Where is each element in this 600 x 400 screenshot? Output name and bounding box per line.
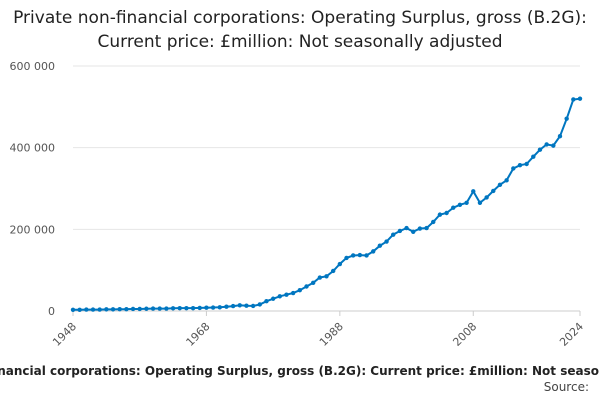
data-point: [377, 243, 383, 248]
data-point: [304, 284, 309, 289]
data-point: [404, 225, 409, 231]
data-point: [310, 280, 316, 286]
data-point: [464, 200, 469, 205]
data-point: [491, 188, 496, 194]
data-point: [577, 96, 583, 101]
data-point: [317, 275, 323, 280]
data-point: [110, 307, 116, 312]
data-point: [571, 97, 576, 102]
data-point: [277, 294, 283, 299]
data-point: [471, 189, 476, 194]
data-point: [124, 306, 129, 312]
data-point: [324, 274, 329, 279]
data-point: [511, 166, 516, 171]
data-point: [164, 306, 169, 311]
data-point: [197, 305, 202, 311]
data-point: [391, 232, 396, 237]
data-point: [297, 287, 303, 293]
data-point: [204, 305, 209, 310]
data-point: [130, 306, 136, 312]
data-point: [150, 306, 156, 311]
data-point: [104, 307, 109, 312]
data-point: [551, 143, 556, 148]
data-point: [431, 219, 436, 225]
y-tick-label: 600 000: [10, 60, 56, 73]
data-point: [370, 249, 376, 254]
data-point: [84, 307, 89, 312]
data-point: [424, 225, 429, 231]
x-tick-label: 1988: [317, 320, 346, 349]
data-point: [544, 142, 549, 147]
y-tick-label: 0: [48, 305, 55, 318]
data-point: [170, 306, 176, 311]
data-point: [337, 261, 343, 267]
data-point: [330, 268, 336, 274]
data-point: [144, 306, 149, 311]
data-point: [537, 147, 543, 152]
y-tick-label: 200 000: [10, 223, 56, 236]
data-point: [451, 205, 456, 210]
data-point: [524, 161, 529, 167]
data-point: [384, 239, 389, 244]
data-point: [190, 305, 196, 311]
y-tick-label: 400 000: [10, 142, 56, 155]
data-point: [230, 303, 236, 309]
footer-caption-clip: Private non-financial corporations: Oper…: [0, 360, 600, 382]
data-point: [224, 304, 229, 309]
data-point: [531, 154, 536, 159]
data-point: [564, 116, 569, 121]
data-point: [344, 255, 349, 261]
grid-layer: [73, 65, 580, 312]
data-point: [477, 200, 483, 205]
data-point: [437, 212, 443, 217]
data-point: [250, 303, 256, 309]
data-point: [237, 303, 242, 308]
data-point: [184, 305, 189, 311]
data-point: [497, 182, 503, 188]
data-point: [397, 228, 403, 234]
data-point: [457, 202, 463, 208]
data-point: [364, 253, 369, 258]
x-tick-label: 1968: [184, 320, 213, 349]
data-point: [417, 226, 423, 231]
data-point: [264, 299, 269, 304]
data-point: [117, 306, 122, 312]
data-point: [484, 195, 489, 200]
data-point: [97, 307, 102, 312]
data-point: [557, 134, 563, 139]
data-point: [90, 307, 96, 312]
data-point: [284, 292, 289, 297]
data-point: [244, 303, 249, 308]
y-axis-ticks: 0 200 000 400 000 600 000: [10, 60, 56, 318]
x-tick-label: 2024: [557, 320, 586, 349]
footer-source: Source:: [543, 380, 589, 394]
data-point: [411, 229, 416, 234]
data-point: [350, 253, 356, 258]
data-point: [444, 210, 449, 216]
data-point: [137, 306, 142, 312]
data-point: [357, 252, 363, 258]
x-axis-ticks: 1948 1968 1988 2008 2024: [50, 311, 586, 349]
x-tick-label: 2008: [450, 320, 479, 349]
series-layer: [70, 96, 583, 312]
data-point: [217, 305, 222, 310]
chart-title: Private non-financial corporations: Oper…: [13, 8, 587, 52]
x-tick-label: 1948: [50, 320, 79, 349]
data-point: [177, 305, 182, 311]
data-point: [157, 306, 162, 311]
data-point: [504, 178, 509, 183]
data-point: [77, 307, 82, 312]
data-point: [257, 302, 262, 307]
data-point: [290, 290, 296, 296]
data-point: [70, 307, 76, 312]
data-point: [210, 305, 216, 310]
footer-caption: Private non-financial corporations: Oper…: [0, 364, 600, 378]
data-point: [517, 163, 523, 168]
data-point: [270, 296, 276, 301]
